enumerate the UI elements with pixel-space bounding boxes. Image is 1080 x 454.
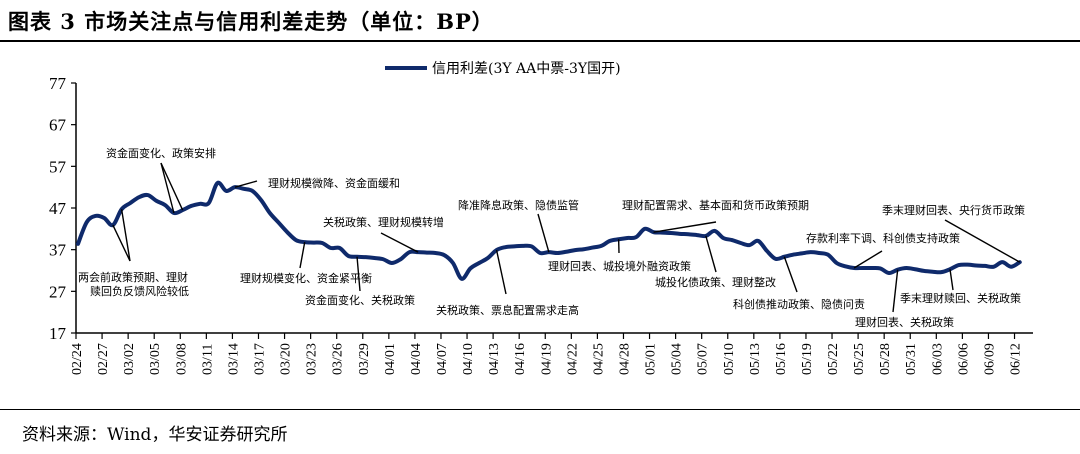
x-tick-label: 05/25 — [852, 343, 867, 375]
x-tick-label: 05/13 — [748, 343, 763, 375]
annotation-leader — [356, 256, 361, 292]
x-tick-label: 05/04 — [670, 343, 685, 375]
annotation-leader — [112, 224, 131, 262]
x-tick-label: 03/11 — [200, 344, 215, 375]
x-tick-label: 04/07 — [435, 343, 450, 375]
x-tick-label: 04/04 — [409, 343, 424, 375]
x-tick-label: 03/08 — [174, 343, 189, 375]
x-tick-label: 04/25 — [591, 343, 606, 375]
x-tick-label: 06/12 — [1009, 343, 1024, 375]
y-tick-label: 37 — [49, 241, 67, 260]
annotation-leader — [853, 250, 883, 269]
annotation-label: 存款利率下调、科创债支持政策 — [806, 231, 960, 245]
annotation-label: 关税政策、票息配置需求走高 — [436, 303, 579, 317]
annotation-leader — [949, 269, 954, 291]
annotation-leader — [120, 209, 131, 262]
title-divider — [0, 40, 1080, 42]
x-tick-label: 04/28 — [617, 343, 632, 375]
annotation-leader — [380, 232, 419, 253]
annotation-leader — [892, 269, 899, 313]
x-tick-label: 05/28 — [878, 343, 893, 375]
x-tick-label: 05/10 — [722, 343, 737, 375]
y-tick-label: 77 — [49, 74, 67, 93]
annotation-leader — [537, 213, 550, 253]
y-tick-label: 57 — [49, 157, 67, 176]
x-tick-label: 05/31 — [904, 343, 919, 375]
annotation-leader — [160, 162, 175, 214]
annotation-label: 城投化债政策、理财整改 — [655, 275, 776, 289]
series-line — [76, 180, 1022, 281]
annotation-label: 季末理财赎回、关税政策 — [900, 291, 1021, 305]
annotation-leader — [234, 180, 258, 188]
x-tick-label: 02/24 — [70, 343, 85, 375]
x-tick-label: 03/26 — [331, 343, 346, 375]
x-tick-label: 03/20 — [279, 343, 294, 375]
annotation-label: 关税政策、理财规模转增 — [323, 215, 444, 229]
annotation-label: 季末理财回表、央行货币政策 — [882, 203, 1025, 217]
legend-label: 信用利差(3Y AA中票-3Y国开) — [432, 61, 621, 77]
chart-title: 图表 3 市场关注点与信用利差走势（单位：BP） — [8, 9, 494, 34]
annotation-label: 资金面变化、政策安排 — [106, 146, 216, 160]
y-tick-label: 27 — [49, 282, 67, 301]
x-tick-label: 05/07 — [696, 343, 711, 375]
annotation-leader — [653, 221, 717, 233]
annotation-label: 两会前政策预期、理财 — [78, 270, 188, 284]
annotation-leader — [299, 242, 306, 269]
annotation-label: 理财规模微降、资金面缓和 — [268, 176, 400, 190]
x-tick-label: 05/01 — [644, 343, 659, 375]
source-note: 资料来源：Wind，华安证券研究所 — [22, 425, 288, 445]
annotation-leader — [705, 235, 717, 273]
annotation-label: 理财回表、城投境外融资政策 — [548, 259, 691, 273]
annotation-leader — [944, 219, 1021, 263]
x-tick-label: 02/27 — [96, 343, 111, 375]
x-tick-label: 06/03 — [930, 343, 945, 375]
x-tick-label: 04/10 — [461, 343, 476, 375]
x-tick-label: 03/05 — [148, 343, 163, 375]
y-tick-label: 47 — [49, 199, 67, 218]
x-tick-label: 04/01 — [383, 343, 398, 375]
x-tick-label: 04/16 — [513, 343, 528, 375]
x-tick-label: 06/09 — [982, 343, 997, 375]
x-tick-label: 03/17 — [252, 343, 267, 375]
annotation-label: 降准降息政策、隐债监管 — [458, 198, 579, 212]
y-tick-label: 67 — [49, 116, 67, 135]
x-tick-label: 05/22 — [826, 343, 841, 375]
annotation-label: 赎回负反馈风险较低 — [90, 284, 189, 298]
annotation-label: 理财规模变化、资金紧平衡 — [240, 271, 372, 285]
x-tick-label: 05/19 — [800, 343, 815, 375]
annotation-leader — [495, 249, 507, 295]
x-tick-label: 03/29 — [357, 343, 372, 375]
x-tick-label: 04/19 — [539, 343, 554, 375]
annotation-label: 科创债推动政策、隐债问责 — [733, 297, 865, 311]
x-tick-label: 04/22 — [565, 343, 580, 375]
annotation-label: 资金面变化、关税政策 — [305, 293, 415, 307]
x-tick-label: 04/13 — [487, 343, 502, 375]
source-divider — [0, 409, 1080, 410]
x-tick-label: 06/06 — [956, 343, 971, 375]
x-tick-label: 03/02 — [122, 343, 137, 375]
x-tick-label: 05/16 — [774, 343, 789, 375]
annotation-label: 理财回表、关税政策 — [855, 315, 954, 329]
annotation-label: 理财配置需求、基本面和货币政策预期 — [622, 198, 809, 212]
annotation-leader — [783, 256, 798, 293]
x-tick-label: 03/14 — [226, 343, 241, 375]
annotation-leader — [160, 162, 184, 211]
y-tick-label: 17 — [49, 324, 67, 343]
x-tick-label: 03/23 — [305, 343, 320, 375]
